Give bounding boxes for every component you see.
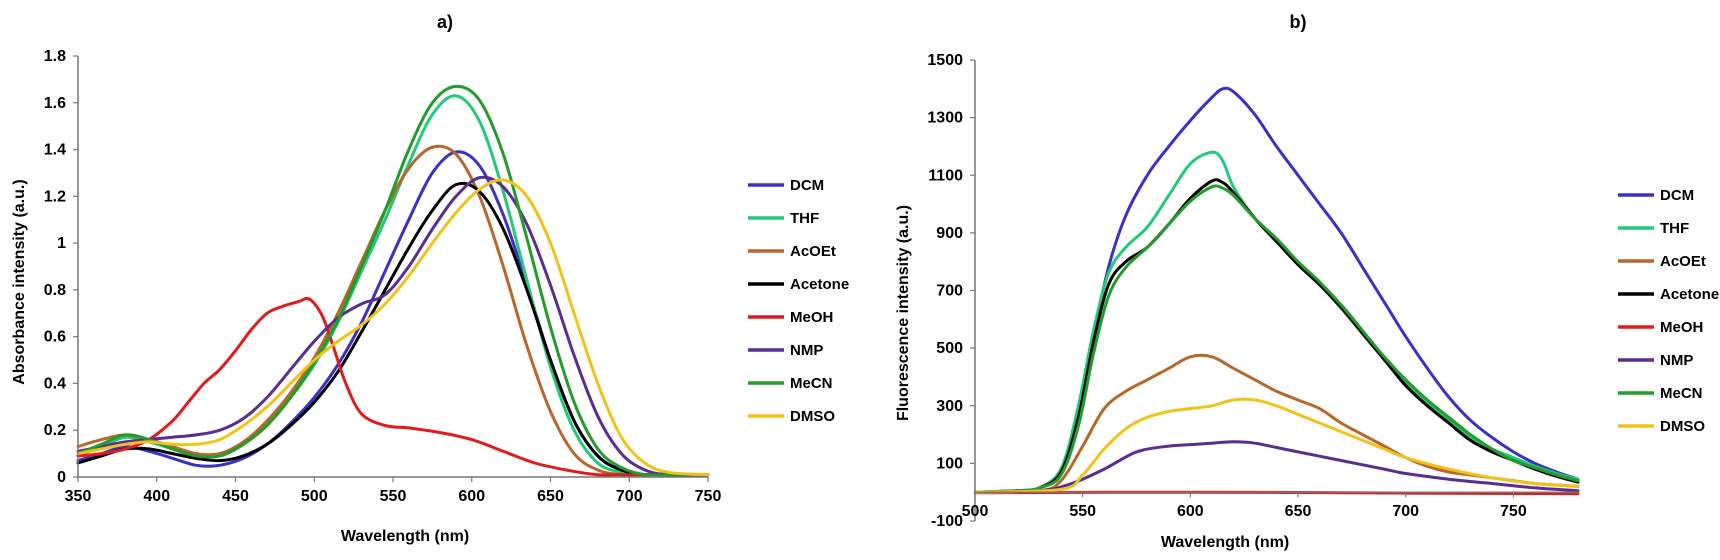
legend-label: THF (1660, 220, 1689, 237)
x-axis-label-a: Wavelength (nm) (341, 528, 469, 545)
x-tick-label: 750 (1500, 503, 1527, 520)
y-tick-label: 0.8 (44, 282, 66, 299)
y-tick-label: 1.6 (44, 95, 66, 112)
y-axis-label-a: Absorbance intensity (a.u.) (11, 179, 28, 384)
y-tick-label: 0 (57, 469, 66, 486)
legend-label: DCM (790, 177, 824, 194)
series-line-nmp (973, 440, 1580, 494)
series-line-nmp (76, 175, 710, 477)
series-line-mecn (76, 84, 710, 477)
x-tick-label: 400 (143, 488, 170, 505)
legend-label: MeOH (790, 309, 833, 326)
series-line-thf (973, 150, 1580, 494)
legend-label: DMSO (790, 408, 835, 425)
y-tick-label: -100 (931, 513, 963, 530)
x-tick-label: 450 (222, 488, 249, 505)
y-tick-label: 1100 (928, 167, 963, 184)
x-tick-label: 600 (1177, 503, 1204, 520)
y-tick-label: 700 (936, 283, 963, 300)
x-tick-label: 350 (65, 488, 92, 505)
x-axis-label-b: Wavelength (nm) (1161, 534, 1289, 551)
series-line-acetone (76, 181, 710, 477)
y-tick-label: 900 (936, 225, 963, 242)
legend-label: NMP (790, 342, 823, 359)
y-tick-label: 1300 (927, 110, 963, 127)
chart-title-b: b) (1290, 12, 1307, 32)
legend-a: DCM THF AcOEt Acetone MeOH NMP MeCN DMSO (748, 177, 849, 425)
legend-label: AcOEt (1660, 253, 1706, 270)
x-tick-label: 650 (537, 488, 564, 505)
y-tick-label: 100 (936, 455, 963, 472)
series-line-mecn (973, 184, 1580, 494)
series-line-meoh (76, 296, 710, 477)
fluorescence-chart: b) 500 550 600 650 700 750 -100 100 300 500 700 90… (895, 12, 1719, 551)
x-tick-label: 550 (380, 488, 407, 505)
legend-label: DCM (1660, 187, 1694, 204)
y-tick-label: 300 (936, 398, 963, 415)
y-tick-label: 1.8 (44, 48, 66, 65)
series-line-acoet (973, 353, 1580, 494)
legend-b: DCM THF AcOEt Acetone MeOH NMP MeCN DMSO (1618, 187, 1719, 435)
x-tick-label: 500 (962, 503, 989, 520)
series-line-dmso (76, 178, 710, 477)
legend-label: DMSO (1660, 418, 1705, 435)
x-tick-label: 650 (1285, 503, 1312, 520)
y-tick-label: 1.2 (44, 188, 66, 205)
x-tick-label: 600 (458, 488, 485, 505)
x-tick-label: 750 (695, 488, 722, 505)
legend-label: Acetone (1660, 286, 1719, 303)
y-tick-label: 1.4 (44, 142, 66, 159)
y-tick-label: 1500 (927, 52, 963, 69)
y-axis-label-b: Fluorescence intensity (a.u.) (895, 205, 912, 421)
series-line-dcm (973, 86, 1580, 494)
y-tick-label: 500 (936, 340, 963, 357)
x-tick-label: 500 (301, 488, 328, 505)
legend-label: THF (790, 210, 819, 227)
chart-title-a: a) (437, 12, 453, 32)
y-tick-label: 0.2 (44, 422, 66, 439)
y-tick-label: 0.4 (44, 375, 66, 392)
x-tick-label: 550 (1069, 503, 1096, 520)
legend-label: MeCN (790, 375, 833, 392)
legend-label: NMP (1660, 352, 1693, 369)
x-tick-label: 700 (1392, 503, 1419, 520)
y-tick-label: 0.6 (44, 329, 66, 346)
legend-label: AcOEt (790, 243, 836, 260)
x-tick-label: 700 (616, 488, 643, 505)
legend-label: MeOH (1660, 319, 1703, 336)
legend-label: MeCN (1660, 385, 1703, 402)
absorbance-chart: a) 350 400 450 500 550 600 650 700 750 0 0.2 0.4 0.… (11, 12, 849, 545)
y-tick-label: 1 (57, 235, 66, 252)
series-line-dmso (973, 397, 1580, 494)
legend-label: Acetone (790, 276, 849, 293)
